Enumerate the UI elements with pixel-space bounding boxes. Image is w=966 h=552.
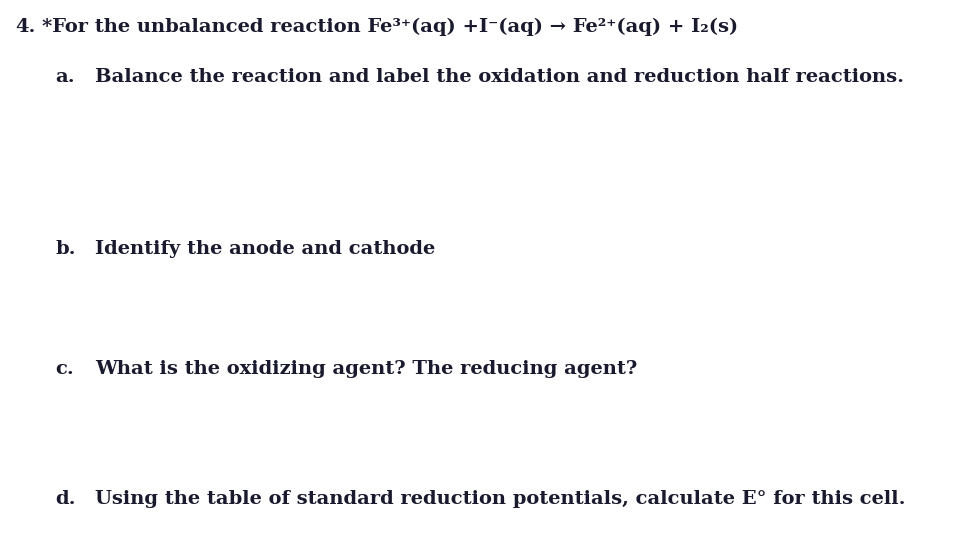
- Text: Using the table of standard reduction potentials, calculate E° for this cell.: Using the table of standard reduction po…: [95, 490, 905, 508]
- Text: a.: a.: [55, 68, 74, 86]
- Text: Balance the reaction and label the oxidation and reduction half reactions.: Balance the reaction and label the oxida…: [95, 68, 904, 86]
- Text: b.: b.: [55, 240, 75, 258]
- Text: d.: d.: [55, 490, 75, 508]
- Text: What is the oxidizing agent? The reducing agent?: What is the oxidizing agent? The reducin…: [95, 360, 638, 378]
- Text: Identify the anode and cathode: Identify the anode and cathode: [95, 240, 436, 258]
- Text: 4.: 4.: [15, 18, 36, 36]
- Text: c.: c.: [55, 360, 73, 378]
- Text: *For the unbalanced reaction Fe³⁺(aq) +I⁻(aq) → Fe²⁺(aq) + I₂(s): *For the unbalanced reaction Fe³⁺(aq) +I…: [42, 18, 738, 36]
